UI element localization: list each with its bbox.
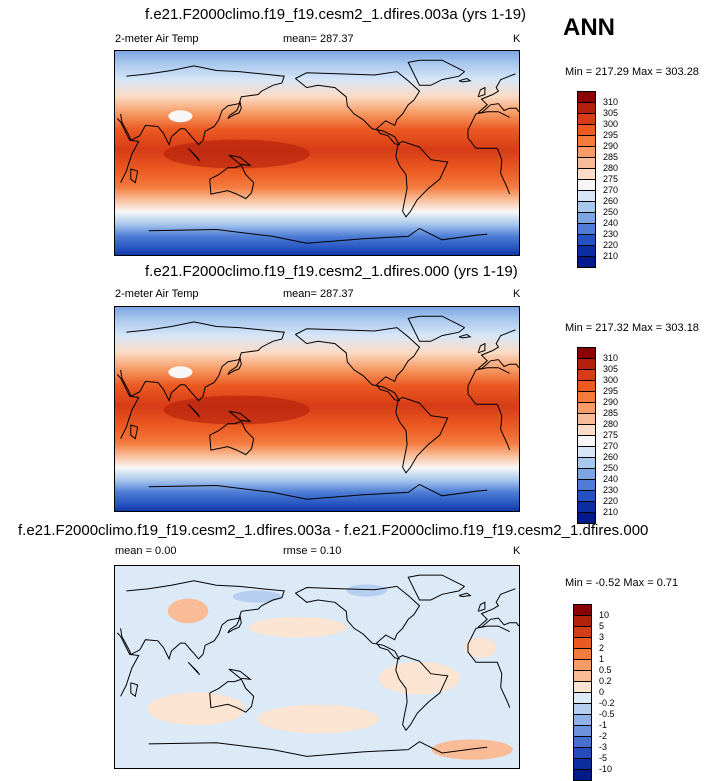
colorbar-label: 210	[603, 251, 619, 261]
colorbar-label: 0.2	[599, 676, 612, 686]
colorbar-swatch	[577, 256, 596, 268]
colorbar-label: 260	[603, 196, 619, 206]
colorbar-label: 305	[603, 108, 619, 118]
panel1-mean-label: mean= 287.37	[283, 33, 354, 45]
panel1-minmax: Min = 217.29 Max = 303.28	[565, 66, 699, 78]
colorbar-label: 300	[603, 375, 619, 385]
colorbar-label: 270	[603, 441, 619, 451]
panel1-units: K	[513, 33, 521, 45]
colorbar-label: 250	[603, 463, 619, 473]
colorbar-label: 220	[603, 496, 619, 506]
panel3-minmax: Min = -0.52 Max = 0.71	[565, 577, 679, 589]
panel2-map	[114, 306, 520, 512]
colorbar-label: 280	[603, 163, 619, 173]
colorbar-label: -0.5	[599, 709, 615, 719]
colorbar-label: -3	[599, 742, 608, 752]
colorbar-label: 230	[603, 485, 619, 495]
coastlines	[116, 574, 519, 757]
colorbar-label: 310	[603, 353, 619, 363]
panel2-minmax: Min = 217.32 Max = 303.18	[565, 322, 699, 334]
colorbar-label: 210	[603, 507, 619, 517]
colorbar-label: 270	[603, 185, 619, 195]
season-label: ANN	[563, 14, 615, 41]
colorbar-label: 300	[603, 119, 619, 129]
colorbar-label: 260	[603, 452, 619, 462]
panel3-map	[114, 565, 520, 769]
colorbar-label: 1	[599, 654, 605, 664]
colorbar-label: -2	[599, 731, 608, 741]
colorbar-label: 310	[603, 97, 619, 107]
panel3-title: f.e21.F2000climo.f19_f19.cesm2_1.dfires.…	[18, 522, 649, 539]
colorbar-label: 240	[603, 218, 619, 228]
coastlines	[116, 59, 519, 244]
colorbar-label: -0.2	[599, 698, 615, 708]
panel3-rmse-label: rmse = 0.10	[283, 545, 342, 557]
colorbar-label: 280	[603, 419, 619, 429]
panel3-units: K	[513, 545, 521, 557]
colorbar-label: 285	[603, 152, 619, 162]
coastlines	[116, 315, 519, 500]
panel1-variable-label: 2-meter Air Temp	[115, 33, 199, 45]
colorbar-label: -5	[599, 753, 608, 763]
colorbar-label: -10	[599, 764, 613, 774]
colorbar-label: 285	[603, 408, 619, 418]
colorbar-label: 10	[599, 610, 610, 620]
colorbar-label: 275	[603, 430, 619, 440]
colorbar-swatch	[573, 769, 592, 781]
colorbar-label: 3	[599, 632, 605, 642]
colorbar-label: 5	[599, 621, 605, 631]
colorbar-label: 2	[599, 643, 605, 653]
colorbar-label: 295	[603, 386, 619, 396]
panel2-units: K	[513, 288, 521, 300]
colorbar-label: 290	[603, 397, 619, 407]
panel3-mean-label: mean = 0.00	[115, 545, 177, 557]
panel2-mean-label: mean= 287.37	[283, 288, 354, 300]
colorbar-label: 295	[603, 130, 619, 140]
colorbar-label: 0	[599, 687, 605, 697]
panel2-title: f.e21.F2000climo.f19_f19.cesm2_1.dfires.…	[145, 263, 518, 280]
colorbar-label: 240	[603, 474, 619, 484]
panel2-variable-label: 2-meter Air Temp	[115, 288, 199, 300]
colorbar-label: -1	[599, 720, 608, 730]
colorbar-label: 275	[603, 174, 619, 184]
colorbar-label: 250	[603, 207, 619, 217]
panel1-title: f.e21.F2000climo.f19_f19.cesm2_1.dfires.…	[145, 6, 527, 23]
colorbar-label: 290	[603, 141, 619, 151]
colorbar-swatch	[577, 512, 596, 524]
colorbar-label: 230	[603, 229, 619, 239]
panel1-map	[114, 50, 520, 256]
colorbar-label: 220	[603, 240, 619, 250]
colorbar-label: 305	[603, 364, 619, 374]
colorbar-label: 0.5	[599, 665, 612, 675]
